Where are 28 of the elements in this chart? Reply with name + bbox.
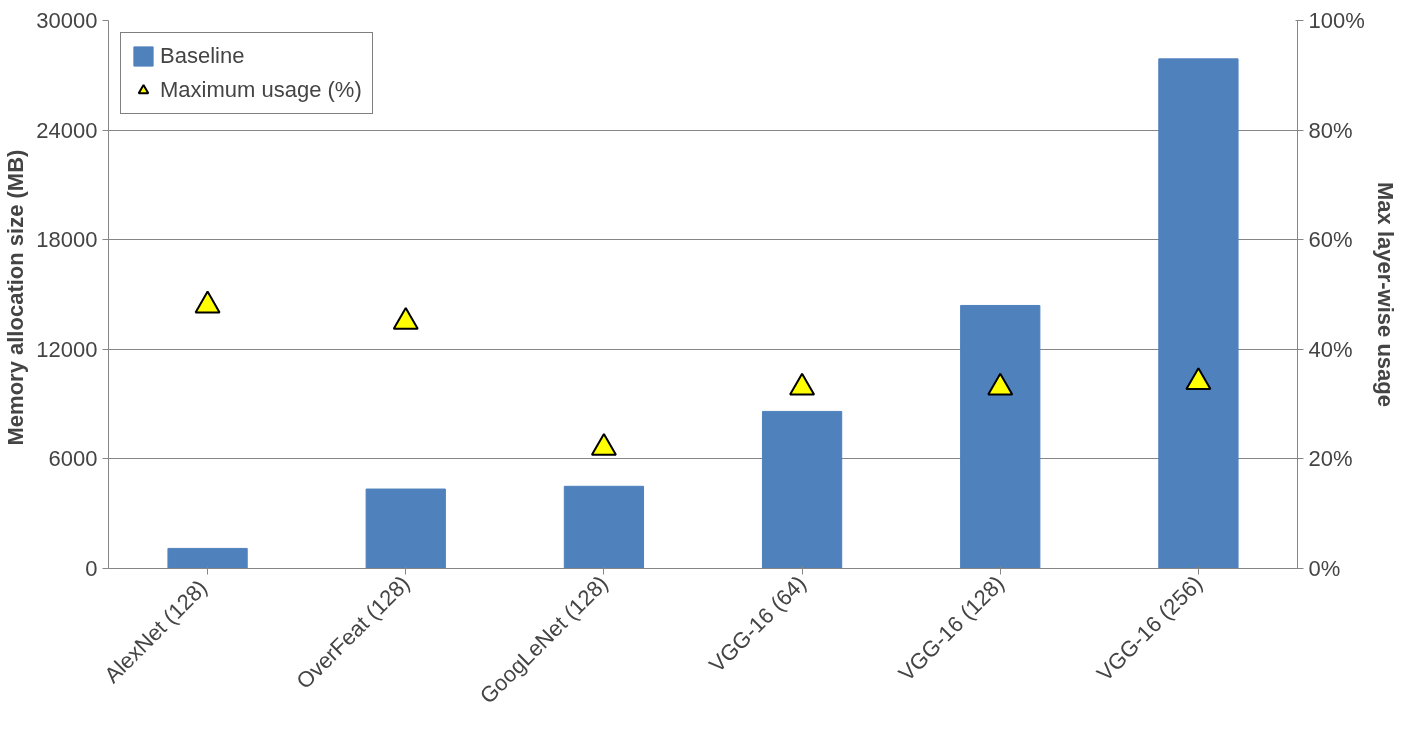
y2-tick-label: 0% bbox=[1308, 556, 1341, 581]
bar bbox=[960, 304, 1041, 569]
y2-tick-label: 20% bbox=[1308, 446, 1353, 472]
bar bbox=[761, 410, 843, 569]
y2-tick-label: 80% bbox=[1308, 117, 1353, 143]
y2-tick-label: 40% bbox=[1308, 336, 1353, 362]
point bbox=[194, 290, 221, 314]
bar bbox=[167, 547, 248, 569]
y-tick-label: 30000 bbox=[36, 8, 98, 33]
y2-axis-title: Max layer-wise usage bbox=[1372, 182, 1398, 408]
bar bbox=[1158, 58, 1239, 569]
y-tick-label: 12000 bbox=[36, 336, 98, 362]
point bbox=[987, 372, 1014, 396]
bar bbox=[563, 485, 645, 569]
y-tick-label: 24000 bbox=[36, 117, 98, 143]
y-axis-title: Memory allocation size (MB) bbox=[3, 149, 29, 446]
point bbox=[590, 433, 617, 456]
point bbox=[789, 372, 816, 396]
bar bbox=[365, 488, 446, 569]
y2-tick-label: 100% bbox=[1308, 8, 1365, 33]
point bbox=[1185, 367, 1212, 391]
y-tick-label: 0 bbox=[85, 556, 98, 581]
y-tick-label: 6000 bbox=[48, 446, 98, 472]
y-tick-label: 18000 bbox=[36, 227, 98, 253]
y2-tick-label: 60% bbox=[1308, 227, 1353, 253]
legend-label: Maximum usage (%) bbox=[160, 77, 362, 103]
point bbox=[392, 307, 419, 330]
legend-label: Baseline bbox=[160, 43, 245, 69]
